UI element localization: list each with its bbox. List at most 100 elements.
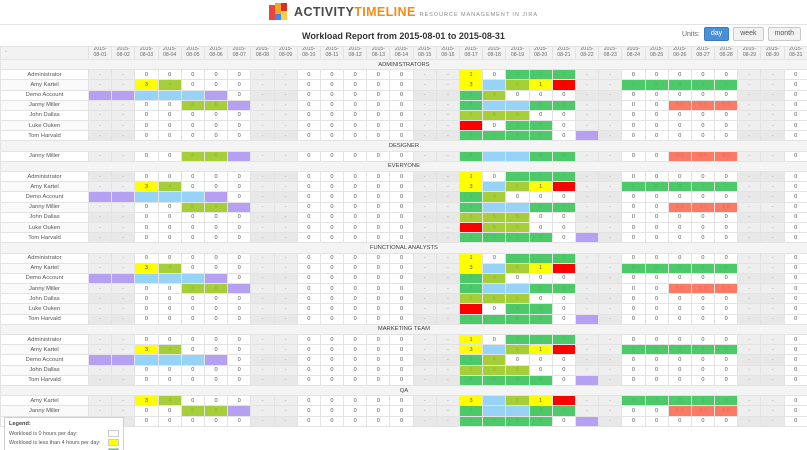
group-header-row[interactable]: MARKETING TEAM bbox=[0, 323, 807, 336]
workload-cell[interactable]: 0 bbox=[505, 89, 530, 101]
workload-cell[interactable]: 0 bbox=[644, 120, 669, 132]
workload-cell[interactable]: - bbox=[273, 89, 298, 101]
workload-cell[interactable]: 0 bbox=[180, 293, 205, 305]
workload-cell[interactable]: 0 bbox=[366, 79, 391, 91]
workload-cell[interactable]: 0 bbox=[203, 333, 229, 346]
workload-cell[interactable]: - bbox=[87, 283, 113, 295]
workload-cell[interactable]: 0 bbox=[296, 415, 321, 427]
resource-name-cell[interactable]: Amy Kartel bbox=[0, 395, 89, 407]
workload-cell[interactable]: 0 bbox=[134, 415, 159, 427]
workload-cell[interactable]: - bbox=[482, 150, 507, 162]
workload-cell[interactable]: - bbox=[482, 99, 507, 111]
table-row[interactable]: Administrator - -0 0 0 0 0- -0 0 0 0 0- -1 0 7 7 7- -0 0 0 0… bbox=[0, 252, 807, 264]
workload-cell[interactable]: 0 bbox=[366, 313, 391, 325]
table-row[interactable]: Administrator - -0 0 0 0 0- -0 0 0 0 0- -1 0 7 7 7- -0 0 0 0… bbox=[0, 69, 807, 81]
workload-cell[interactable]: - bbox=[227, 405, 252, 417]
workload-cell[interactable]: 4 bbox=[157, 262, 182, 274]
workload-cell[interactable]: 0 bbox=[366, 395, 391, 407]
workload-cell[interactable]: - bbox=[111, 120, 136, 132]
workload-cell[interactable]: 8 bbox=[644, 181, 669, 193]
workload-cell[interactable]: 0 bbox=[227, 313, 252, 325]
workload-cell[interactable]: 0 bbox=[157, 232, 182, 244]
workload-cell[interactable]: 8 bbox=[667, 395, 692, 407]
workload-cell[interactable]: 0 bbox=[366, 120, 391, 132]
workload-cell[interactable]: - bbox=[574, 313, 600, 325]
resource-name-cell[interactable]: Janny Miller bbox=[0, 150, 89, 162]
workload-cell[interactable]: - bbox=[760, 109, 785, 122]
workload-cell[interactable]: 8 bbox=[690, 344, 716, 356]
resource-name-cell[interactable]: John Dallas bbox=[0, 364, 89, 376]
workload-cell[interactable]: - bbox=[505, 150, 530, 162]
workload-cell[interactable]: - bbox=[412, 109, 437, 122]
workload-cell[interactable]: 0 bbox=[528, 272, 553, 285]
workload-cell[interactable]: - bbox=[737, 130, 762, 142]
workload-cell[interactable]: 0 bbox=[319, 364, 345, 376]
workload-cell[interactable]: 0 bbox=[551, 211, 576, 223]
workload-cell[interactable]: 0 bbox=[134, 303, 159, 315]
resource-name-cell[interactable]: Amy Kartel bbox=[0, 344, 89, 356]
workload-cell[interactable]: - bbox=[598, 374, 623, 386]
workload-cell[interactable]: 0 bbox=[180, 170, 205, 183]
workload-cell[interactable]: - bbox=[737, 221, 762, 234]
workload-cell[interactable]: 0 bbox=[296, 109, 321, 122]
workload-cell[interactable]: 0 bbox=[296, 333, 321, 346]
workload-cell[interactable]: 0 bbox=[343, 181, 368, 193]
workload-cell[interactable]: - bbox=[87, 333, 113, 346]
workload-cell[interactable]: - bbox=[737, 232, 762, 244]
workload-cell[interactable]: - bbox=[760, 211, 785, 223]
workload-cell[interactable]: 3 bbox=[458, 262, 484, 274]
workload-cell[interactable]: 0 bbox=[644, 89, 669, 101]
workload-cell[interactable]: - bbox=[598, 405, 623, 417]
workload-cell[interactable]: - bbox=[505, 405, 530, 417]
workload-cell[interactable]: - bbox=[250, 221, 275, 234]
workload-cell[interactable]: 3 bbox=[134, 344, 159, 356]
workload-cell[interactable]: - bbox=[574, 415, 600, 427]
workload-cell[interactable]: - bbox=[87, 374, 113, 386]
workload-cell[interactable]: 8 bbox=[458, 150, 484, 162]
workload-cell[interactable]: 0 bbox=[366, 150, 391, 162]
workload-cell[interactable]: - bbox=[737, 191, 762, 203]
workload-cell[interactable]: 8 bbox=[458, 201, 484, 213]
workload-cell[interactable]: 0 bbox=[227, 130, 252, 142]
workload-cell[interactable]: 0 bbox=[157, 170, 182, 183]
workload-cell[interactable]: 0 bbox=[203, 221, 229, 234]
workload-cell[interactable]: 0 bbox=[203, 211, 229, 223]
workload-cell[interactable]: - bbox=[227, 201, 252, 213]
workload-cell[interactable]: 0 bbox=[319, 354, 345, 366]
workload-cell[interactable]: - bbox=[87, 293, 113, 305]
workload-cell[interactable]: 0 bbox=[134, 293, 159, 305]
workload-cell[interactable]: 0 bbox=[505, 354, 530, 366]
workload-cell[interactable]: 8 bbox=[505, 232, 530, 244]
workload-cell[interactable]: 8 bbox=[482, 415, 507, 427]
workload-cell[interactable]: 0 bbox=[621, 221, 646, 234]
workload-cell[interactable]: 7 bbox=[551, 69, 576, 81]
workload-cell[interactable]: 8 bbox=[644, 79, 669, 91]
workload-cell[interactable]: - bbox=[273, 170, 298, 183]
workload-cell[interactable]: 0 bbox=[180, 221, 205, 234]
workload-cell[interactable]: - bbox=[760, 303, 785, 315]
workload-cell[interactable]: 5 bbox=[482, 211, 507, 223]
workload-cell[interactable]: - bbox=[111, 405, 136, 417]
workload-cell[interactable]: - bbox=[273, 201, 298, 213]
workload-cell[interactable]: - bbox=[250, 99, 275, 111]
workload-cell[interactable]: 0 bbox=[389, 293, 414, 305]
table-row[interactable]: John Dallas - -0 0 0 0 0- -0 0 0 0 0- -5 5 5 0 0- -0 0 0 0 0-… bbox=[0, 211, 807, 223]
workload-cell[interactable]: 0 bbox=[783, 293, 807, 305]
workload-cell[interactable]: - bbox=[737, 333, 762, 346]
workload-cell[interactable]: 0 bbox=[551, 303, 576, 315]
workload-cell[interactable]: 0 bbox=[783, 344, 807, 356]
workload-cell[interactable]: 0 bbox=[389, 221, 414, 234]
workload-cell[interactable]: 0 bbox=[319, 333, 345, 346]
workload-cell[interactable]: 0 bbox=[366, 262, 391, 274]
workload-cell[interactable]: - bbox=[737, 364, 762, 376]
workload-cell[interactable]: - bbox=[111, 232, 136, 244]
workload-cell[interactable]: - bbox=[273, 221, 298, 234]
workload-cell[interactable]: 0 bbox=[227, 120, 252, 132]
workload-cell[interactable]: - bbox=[412, 232, 437, 244]
workload-cell[interactable]: - bbox=[111, 313, 136, 325]
resource-name-cell[interactable]: Luke Ouken bbox=[0, 221, 89, 234]
workload-cell[interactable]: - bbox=[412, 150, 437, 162]
resource-name-cell[interactable]: Luke Ouken bbox=[0, 303, 89, 315]
workload-cell[interactable]: 0 bbox=[783, 313, 807, 325]
workload-cell[interactable]: - bbox=[273, 374, 298, 386]
